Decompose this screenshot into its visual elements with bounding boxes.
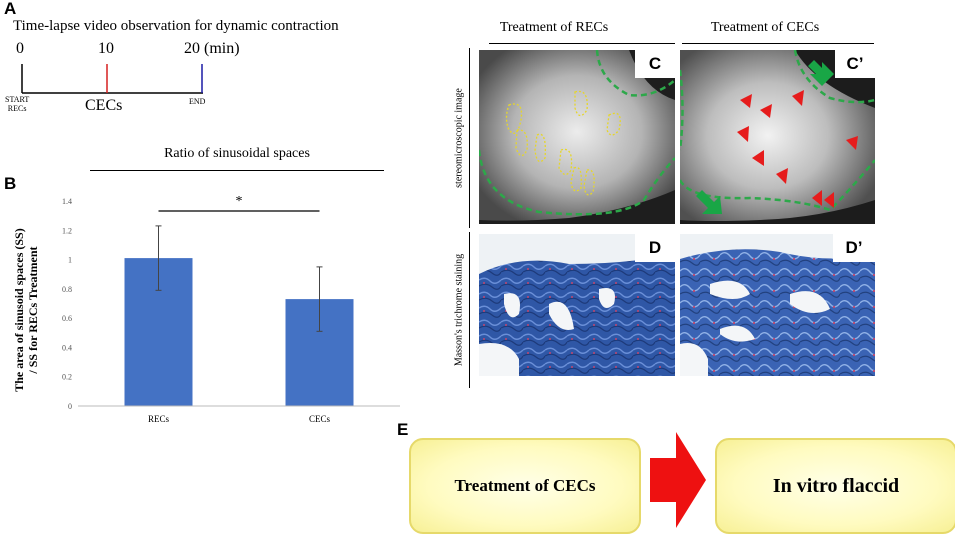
y-tick-label: 0.8: [62, 285, 72, 294]
timeline-start-label: START RECs: [5, 95, 29, 113]
col2-header-rule: [682, 43, 874, 44]
green-arrow-icon: [696, 190, 722, 214]
row2-side-label: Masson's trichrome staining: [450, 236, 468, 384]
red-arrowhead-icons: [737, 90, 858, 208]
panel-letter-a: A: [4, 0, 17, 18]
timeline-tick-label-0: 0: [16, 40, 24, 57]
col1-header: Treatment of RECs: [499, 20, 609, 35]
row2-side-rule: [469, 232, 470, 388]
image-d-prime-masson-cecs: D’: [680, 234, 875, 376]
y-tick-label: 0.6: [62, 314, 72, 323]
row2-side-label-text: Masson's trichrome staining: [453, 253, 465, 367]
y-tick-label: 1.2: [62, 226, 72, 235]
x-tick-label: RECs: [148, 414, 170, 424]
timeline-axis: [21, 64, 203, 94]
timeline-tick-label-20: 20 (min): [184, 40, 240, 57]
y-tick-label: 1.4: [62, 197, 72, 206]
right-arrow-icon: [650, 432, 706, 528]
row1-side-label: stereomicroscopic image: [450, 52, 468, 224]
flow-box-treatment-label: Treatment of CECs: [454, 476, 596, 495]
image-d-prime-label: D’: [833, 234, 875, 262]
panel-letter-b: B: [4, 174, 17, 193]
y-tick-label: 0.4: [62, 343, 72, 352]
y-tick-label: 0: [68, 402, 72, 411]
timeline-tick-label-10: 10: [98, 40, 114, 57]
flow-box-flaccid-label: In vitro flaccid: [772, 474, 900, 497]
image-d-label: D: [635, 234, 675, 262]
image-c-prime-stereomicroscopic-cecs: C’: [680, 50, 875, 224]
col2-header: Treatment of CECs: [710, 20, 820, 35]
timeline-title: Time-lapse video observation for dynamic…: [13, 18, 339, 34]
image-d-masson-recs: D: [479, 234, 675, 376]
image-c-graphic: [479, 50, 675, 224]
y-tick-label: 1: [68, 256, 72, 265]
y-tick-label: 0.2: [62, 373, 72, 382]
timeline-cecs-label: CECs: [85, 97, 123, 114]
chart-title-rule: [90, 170, 384, 171]
image-c-prime-label: C’: [835, 50, 875, 78]
start-label-line1: START: [5, 95, 30, 104]
chart-title: Ratio of sinusoidal spaces: [164, 146, 310, 161]
flow-box-flaccid: In vitro flaccid: [715, 438, 955, 534]
col1-header-rule: [489, 43, 675, 44]
image-c-stereomicroscopic-recs: C: [479, 50, 675, 224]
bar-chart: 0 0.2 0.4 0.6 0.8 1 1.2 1.4 RECs CECs *: [62, 194, 400, 424]
image-c-label: C: [635, 50, 675, 78]
timeline-end-label: END: [189, 97, 206, 106]
start-label-line2: RECs: [7, 104, 27, 113]
row1-side-label-text: stereomicroscopic image: [453, 88, 465, 188]
image-c-prime-graphic: [680, 50, 875, 224]
row1-side-rule: [469, 48, 470, 228]
green-arrow-icon: [808, 60, 834, 86]
image-d-prime-graphic: [680, 234, 875, 376]
x-tick-label: CECs: [309, 414, 331, 424]
flow-box-treatment: Treatment of CECs: [409, 438, 641, 534]
panel-letter-e: E: [397, 420, 409, 439]
significance-marker: *: [236, 194, 243, 209]
